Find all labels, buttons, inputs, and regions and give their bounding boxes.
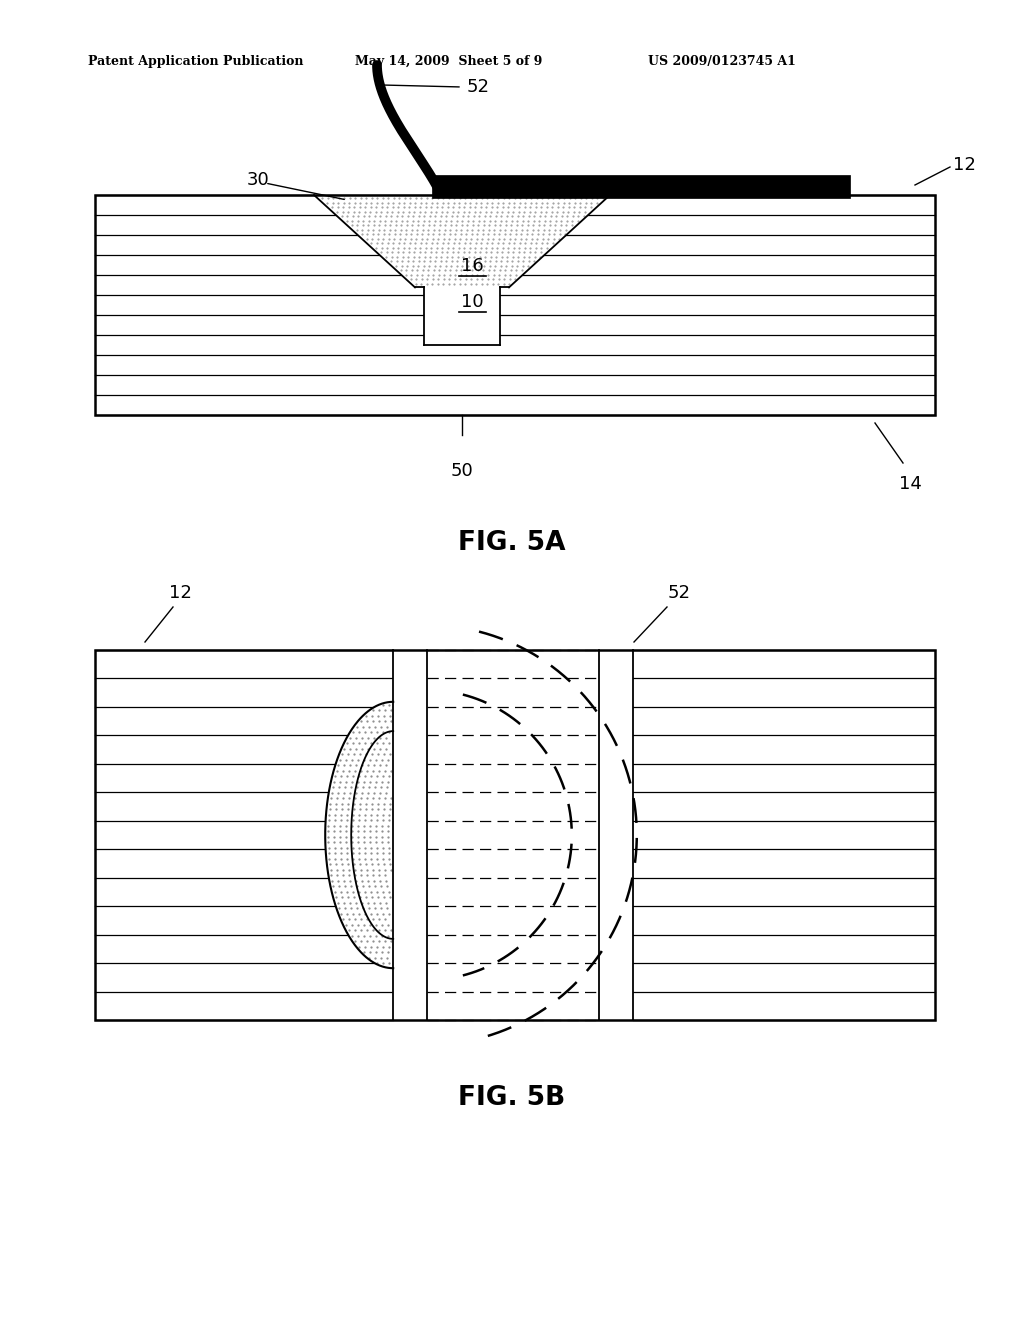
Polygon shape <box>326 702 393 968</box>
Text: 16: 16 <box>461 257 483 276</box>
Text: 52: 52 <box>467 78 490 96</box>
Text: 12: 12 <box>953 156 976 174</box>
Text: 14: 14 <box>899 475 922 492</box>
Text: 12: 12 <box>169 583 191 602</box>
Text: May 14, 2009  Sheet 5 of 9: May 14, 2009 Sheet 5 of 9 <box>355 55 543 69</box>
Polygon shape <box>314 195 610 288</box>
Text: 30: 30 <box>247 172 269 189</box>
Bar <box>432 176 850 198</box>
Text: 52: 52 <box>668 583 690 602</box>
Bar <box>599 649 633 1020</box>
Text: Patent Application Publication: Patent Application Publication <box>88 55 303 69</box>
Bar <box>393 649 427 1020</box>
Text: US 2009/0123745 A1: US 2009/0123745 A1 <box>648 55 796 69</box>
Text: FIG. 5A: FIG. 5A <box>459 531 565 556</box>
Bar <box>95 649 935 1020</box>
Text: FIG. 5B: FIG. 5B <box>459 1085 565 1111</box>
Text: 10: 10 <box>461 293 483 312</box>
Bar <box>424 288 500 345</box>
Text: 50: 50 <box>451 462 473 480</box>
Bar <box>95 195 935 414</box>
